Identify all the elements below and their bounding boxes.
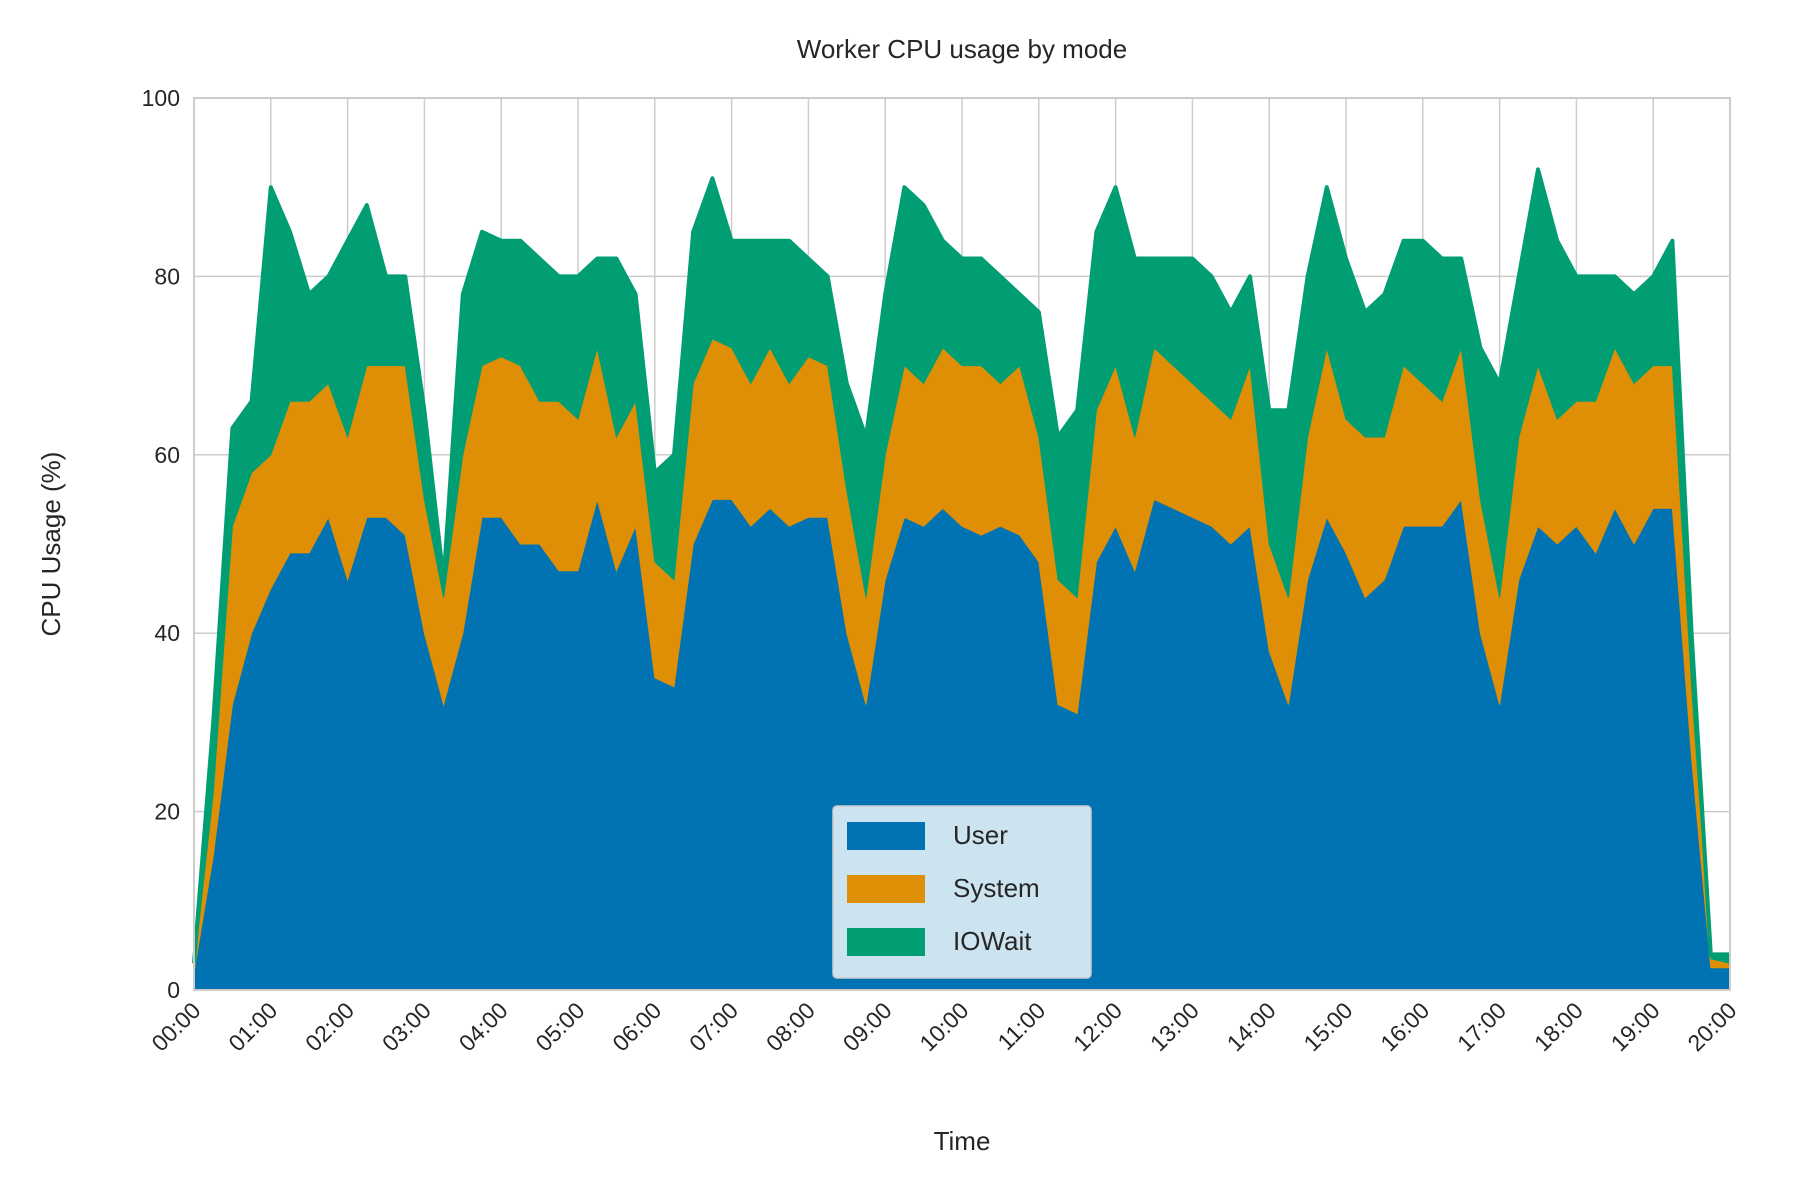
legend-swatch	[847, 875, 925, 903]
y-tick-label: 0	[167, 977, 180, 1003]
y-tick-label: 80	[154, 263, 180, 289]
y-tick-label: 100	[142, 85, 180, 111]
plot-frame	[193, 97, 1731, 991]
legend-label: System	[953, 873, 1040, 903]
x-axis-label: Time	[934, 1126, 991, 1156]
y-tick-label: 60	[154, 442, 180, 468]
legend-label: User	[953, 820, 1008, 850]
chart-title: Worker CPU usage by mode	[797, 34, 1127, 64]
y-axis-label: CPU Usage (%)	[36, 452, 66, 637]
legend-label: IOWait	[953, 926, 1032, 956]
legend-swatch	[847, 822, 925, 850]
y-tick-label: 20	[154, 799, 180, 825]
legend-swatch	[847, 928, 925, 956]
legend: User System IOWait	[832, 805, 1092, 979]
area-edge	[192, 167, 1730, 964]
y-tick-label: 40	[154, 620, 180, 646]
